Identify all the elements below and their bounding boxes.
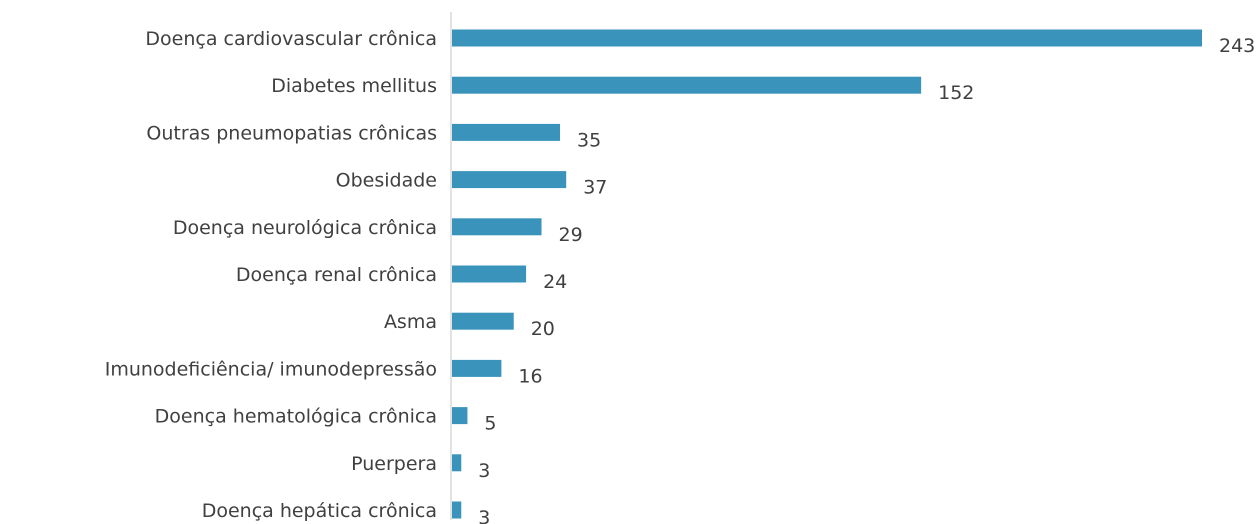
category-label: Doença hematológica crônica xyxy=(155,406,437,428)
category-label: Doença neurológica crônica xyxy=(173,217,437,239)
data-label: 3 xyxy=(478,460,490,482)
bar xyxy=(452,407,468,425)
category-label: Asma xyxy=(384,311,437,333)
data-label: 3 xyxy=(478,507,490,524)
bar xyxy=(452,265,527,283)
data-label: 20 xyxy=(531,318,555,340)
data-label: 243 xyxy=(1219,35,1255,57)
bar xyxy=(452,454,462,472)
data-label: 29 xyxy=(559,224,583,246)
category-label: Diabetes mellitus xyxy=(271,75,437,97)
category-label: Imunodeficiência/ imunodepressão xyxy=(105,358,437,380)
data-label: 35 xyxy=(577,129,601,151)
category-labels-group: Doença cardiovascular crônica Diabetes me… xyxy=(105,28,437,522)
data-label: 37 xyxy=(583,177,607,199)
data-label: 24 xyxy=(543,271,567,293)
data-label: 152 xyxy=(938,82,974,104)
bar xyxy=(452,76,922,94)
category-label: Doença cardiovascular crônica xyxy=(145,28,437,50)
bar xyxy=(452,218,542,236)
data-label: 16 xyxy=(518,365,542,387)
bar xyxy=(452,359,502,377)
category-label: Puerpera xyxy=(351,453,437,475)
bar xyxy=(452,312,514,330)
bar xyxy=(452,501,462,519)
category-label: Doença hepática crônica xyxy=(202,500,437,522)
value-labels-group: 243 152 35 37 29 24 20 16 5 3 3 xyxy=(478,35,1255,524)
category-label: Outras pneumopatias crônicas xyxy=(146,122,437,144)
bars-group xyxy=(452,29,1202,519)
bar xyxy=(452,29,1202,47)
bar xyxy=(452,123,561,141)
bar xyxy=(452,171,567,189)
category-label: Obesidade xyxy=(336,170,437,192)
data-label: 5 xyxy=(484,413,496,435)
category-label: Doença renal crônica xyxy=(236,264,437,286)
